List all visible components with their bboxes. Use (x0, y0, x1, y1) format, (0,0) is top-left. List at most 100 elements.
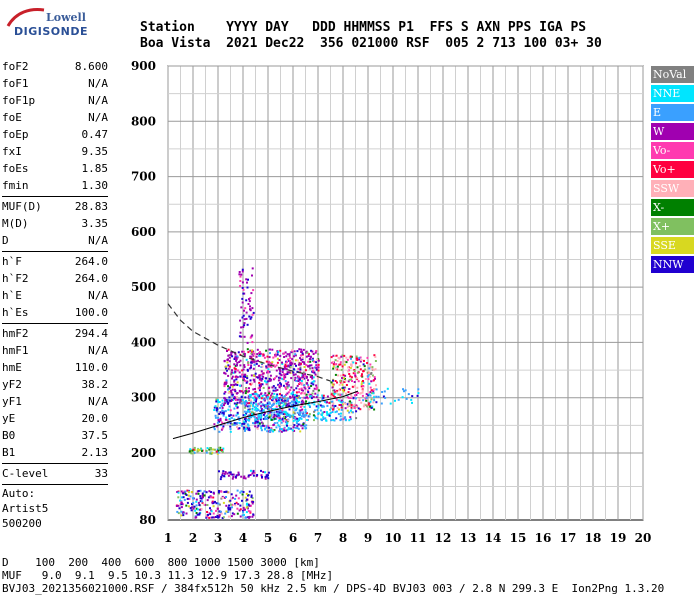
echo-point (179, 499, 182, 502)
echo-point (233, 422, 236, 425)
echo-point (362, 405, 365, 408)
echo-point (368, 382, 371, 385)
echo-point (186, 501, 189, 504)
echo-point (375, 388, 378, 391)
echo-point (321, 404, 324, 407)
echo-point (207, 496, 210, 499)
echo-point (241, 281, 244, 284)
echo-point (312, 414, 315, 417)
echo-point (246, 369, 249, 372)
echo-point (339, 400, 342, 403)
x-tick-label: 1 (164, 531, 172, 545)
echo-point (258, 394, 261, 397)
echo-point (275, 405, 278, 408)
echo-point (316, 417, 319, 420)
echo-point (255, 376, 258, 379)
echo-point (249, 336, 252, 339)
echo-point (236, 426, 238, 428)
echo-point (288, 404, 291, 407)
echo-point (278, 412, 281, 415)
echo-point (244, 421, 247, 424)
echo-point (305, 355, 308, 358)
echo-point (260, 469, 262, 472)
echo-point (278, 425, 281, 428)
echo-point (238, 509, 241, 512)
y-tick-label: 300 (131, 391, 156, 405)
echo-point (226, 422, 229, 425)
echo-point (394, 399, 396, 402)
param-label: h`E (2, 289, 22, 302)
echo-point (300, 362, 302, 365)
echo-point (295, 402, 298, 405)
echo-point (280, 430, 283, 433)
echo-point (253, 363, 256, 366)
echo-point (368, 402, 371, 405)
echo-point (271, 348, 274, 351)
echo-point (236, 413, 239, 416)
echo-point (293, 398, 296, 401)
echo-point (285, 355, 288, 358)
legend-item: E (651, 104, 694, 121)
echo-point (307, 355, 310, 357)
echo-point (243, 354, 246, 357)
echo-point (283, 373, 285, 376)
echo-point (338, 356, 341, 359)
echo-point (202, 503, 205, 506)
echo-point (228, 365, 231, 368)
echo-point (283, 399, 286, 402)
echo-point (257, 403, 260, 406)
echo-point (299, 354, 302, 357)
echo-point (261, 476, 263, 478)
echo-point (234, 357, 237, 360)
echo-point (251, 274, 253, 277)
echo-point (243, 335, 246, 338)
echo-point (338, 389, 340, 392)
echo-point (349, 366, 352, 369)
param-label: hmE (2, 361, 22, 374)
echo-point (293, 407, 296, 410)
echo-point (273, 422, 276, 425)
echo-point (239, 401, 241, 404)
echo-point (233, 380, 236, 383)
echo-point (293, 362, 296, 365)
echo-point (228, 396, 231, 399)
echo-point (251, 515, 254, 518)
param-label: h`F2 (2, 272, 29, 285)
echo-point (208, 490, 211, 493)
echo-point (198, 512, 201, 515)
echo-point (416, 394, 419, 397)
echo-point (246, 426, 249, 429)
echo-point (242, 288, 245, 291)
echo-point (251, 497, 254, 500)
echo-point (309, 376, 312, 378)
param-label: hmF2 (2, 327, 29, 340)
echo-point (236, 411, 239, 414)
echo-point (299, 430, 302, 433)
echo-point (266, 417, 268, 420)
echo-point (286, 412, 289, 415)
echo-point (195, 498, 198, 501)
echo-point (321, 394, 324, 397)
echo-point (256, 353, 259, 356)
echo-point (285, 365, 288, 368)
echo-point (273, 392, 276, 395)
echo-point (282, 427, 285, 430)
echo-point (249, 408, 251, 411)
echo-point (206, 515, 209, 518)
echo-point (285, 404, 288, 407)
echo-point (248, 394, 251, 397)
echo-point (368, 408, 371, 411)
echo-point (313, 366, 316, 369)
param-value: 100.0 (74, 306, 108, 319)
echo-point (177, 512, 180, 515)
param-row: hmF1 N/A (2, 342, 108, 359)
echo-point (225, 490, 228, 493)
param-label: B0 (2, 429, 16, 442)
echo-point (231, 377, 233, 380)
param-label: C-level (2, 467, 49, 480)
echo-point (361, 394, 364, 397)
echo-point (274, 365, 277, 368)
echo-point (284, 367, 287, 370)
echo-point (252, 359, 255, 362)
echo-point (331, 392, 334, 395)
